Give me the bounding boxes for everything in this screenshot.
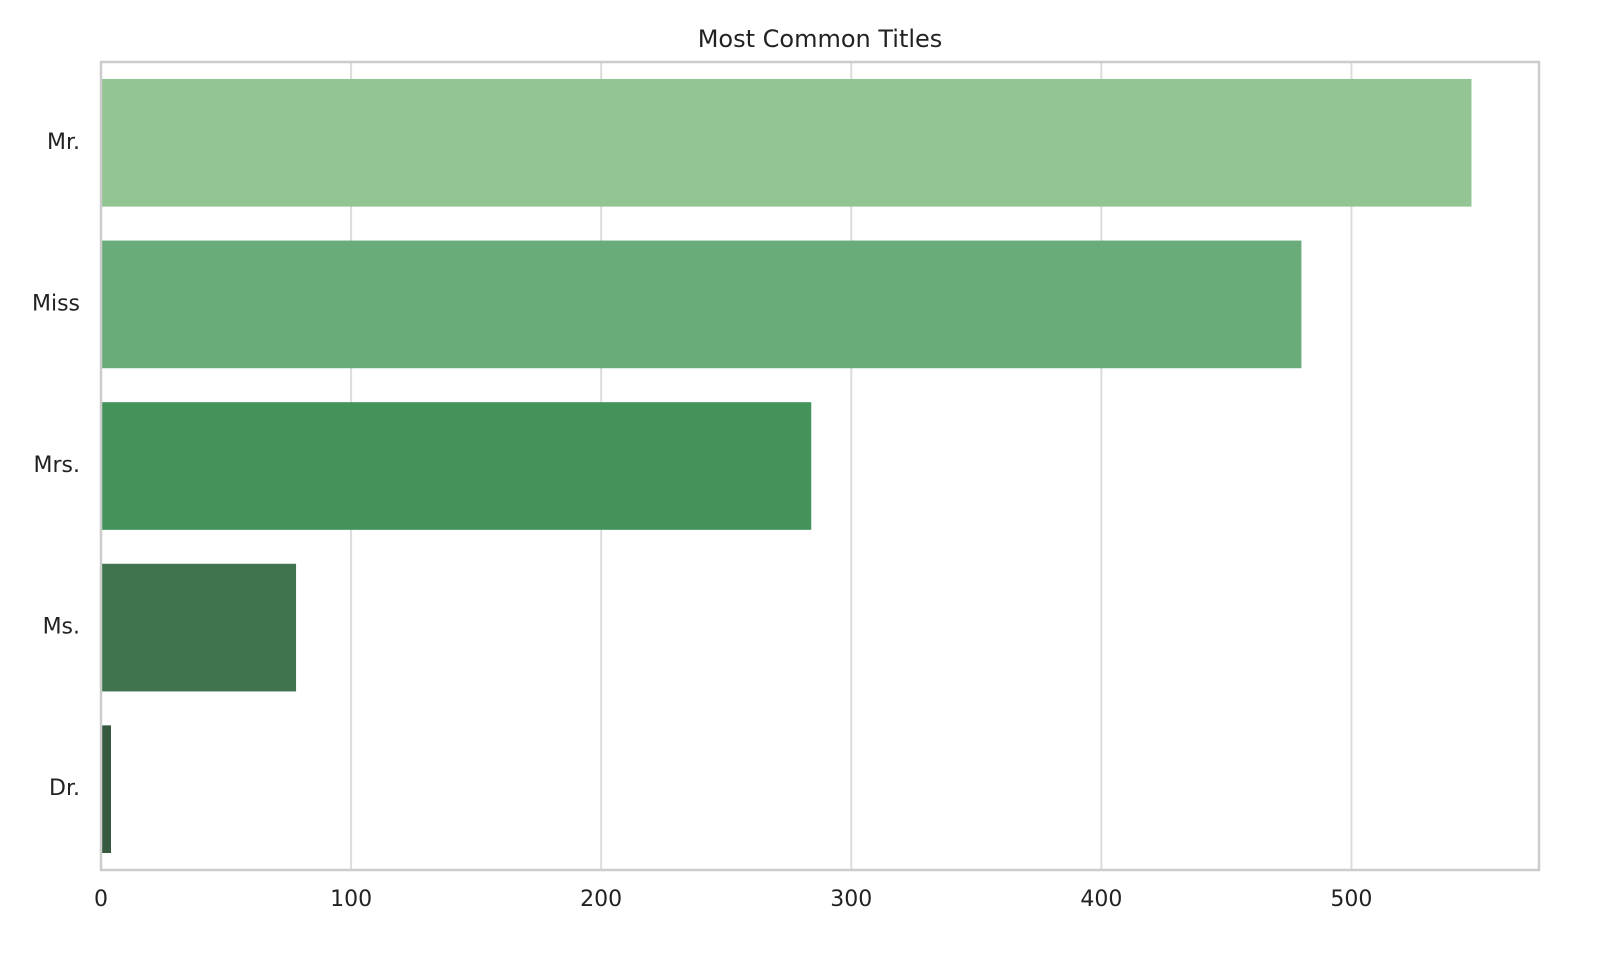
bar (101, 725, 112, 854)
x-tick-label: 400 (1080, 887, 1122, 912)
x-tick-label: 0 (94, 887, 108, 912)
y-tick-label: Ms. (43, 615, 80, 640)
bar (101, 78, 1472, 207)
x-tick-label: 500 (1330, 887, 1372, 912)
plot-frame (99, 60, 1541, 872)
y-tick-label: Miss (32, 291, 80, 316)
y-tick-label: Mrs. (34, 453, 80, 478)
chart-title: Most Common Titles (698, 25, 943, 53)
bar (101, 563, 297, 692)
bar (101, 240, 1302, 369)
x-tick-label: 100 (330, 887, 372, 912)
x-tick-label: 200 (580, 887, 622, 912)
bar (101, 402, 812, 530)
y-tick-label: Dr. (49, 776, 80, 801)
y-tick-label: Mr. (47, 130, 80, 155)
x-tick-label: 300 (830, 887, 872, 912)
